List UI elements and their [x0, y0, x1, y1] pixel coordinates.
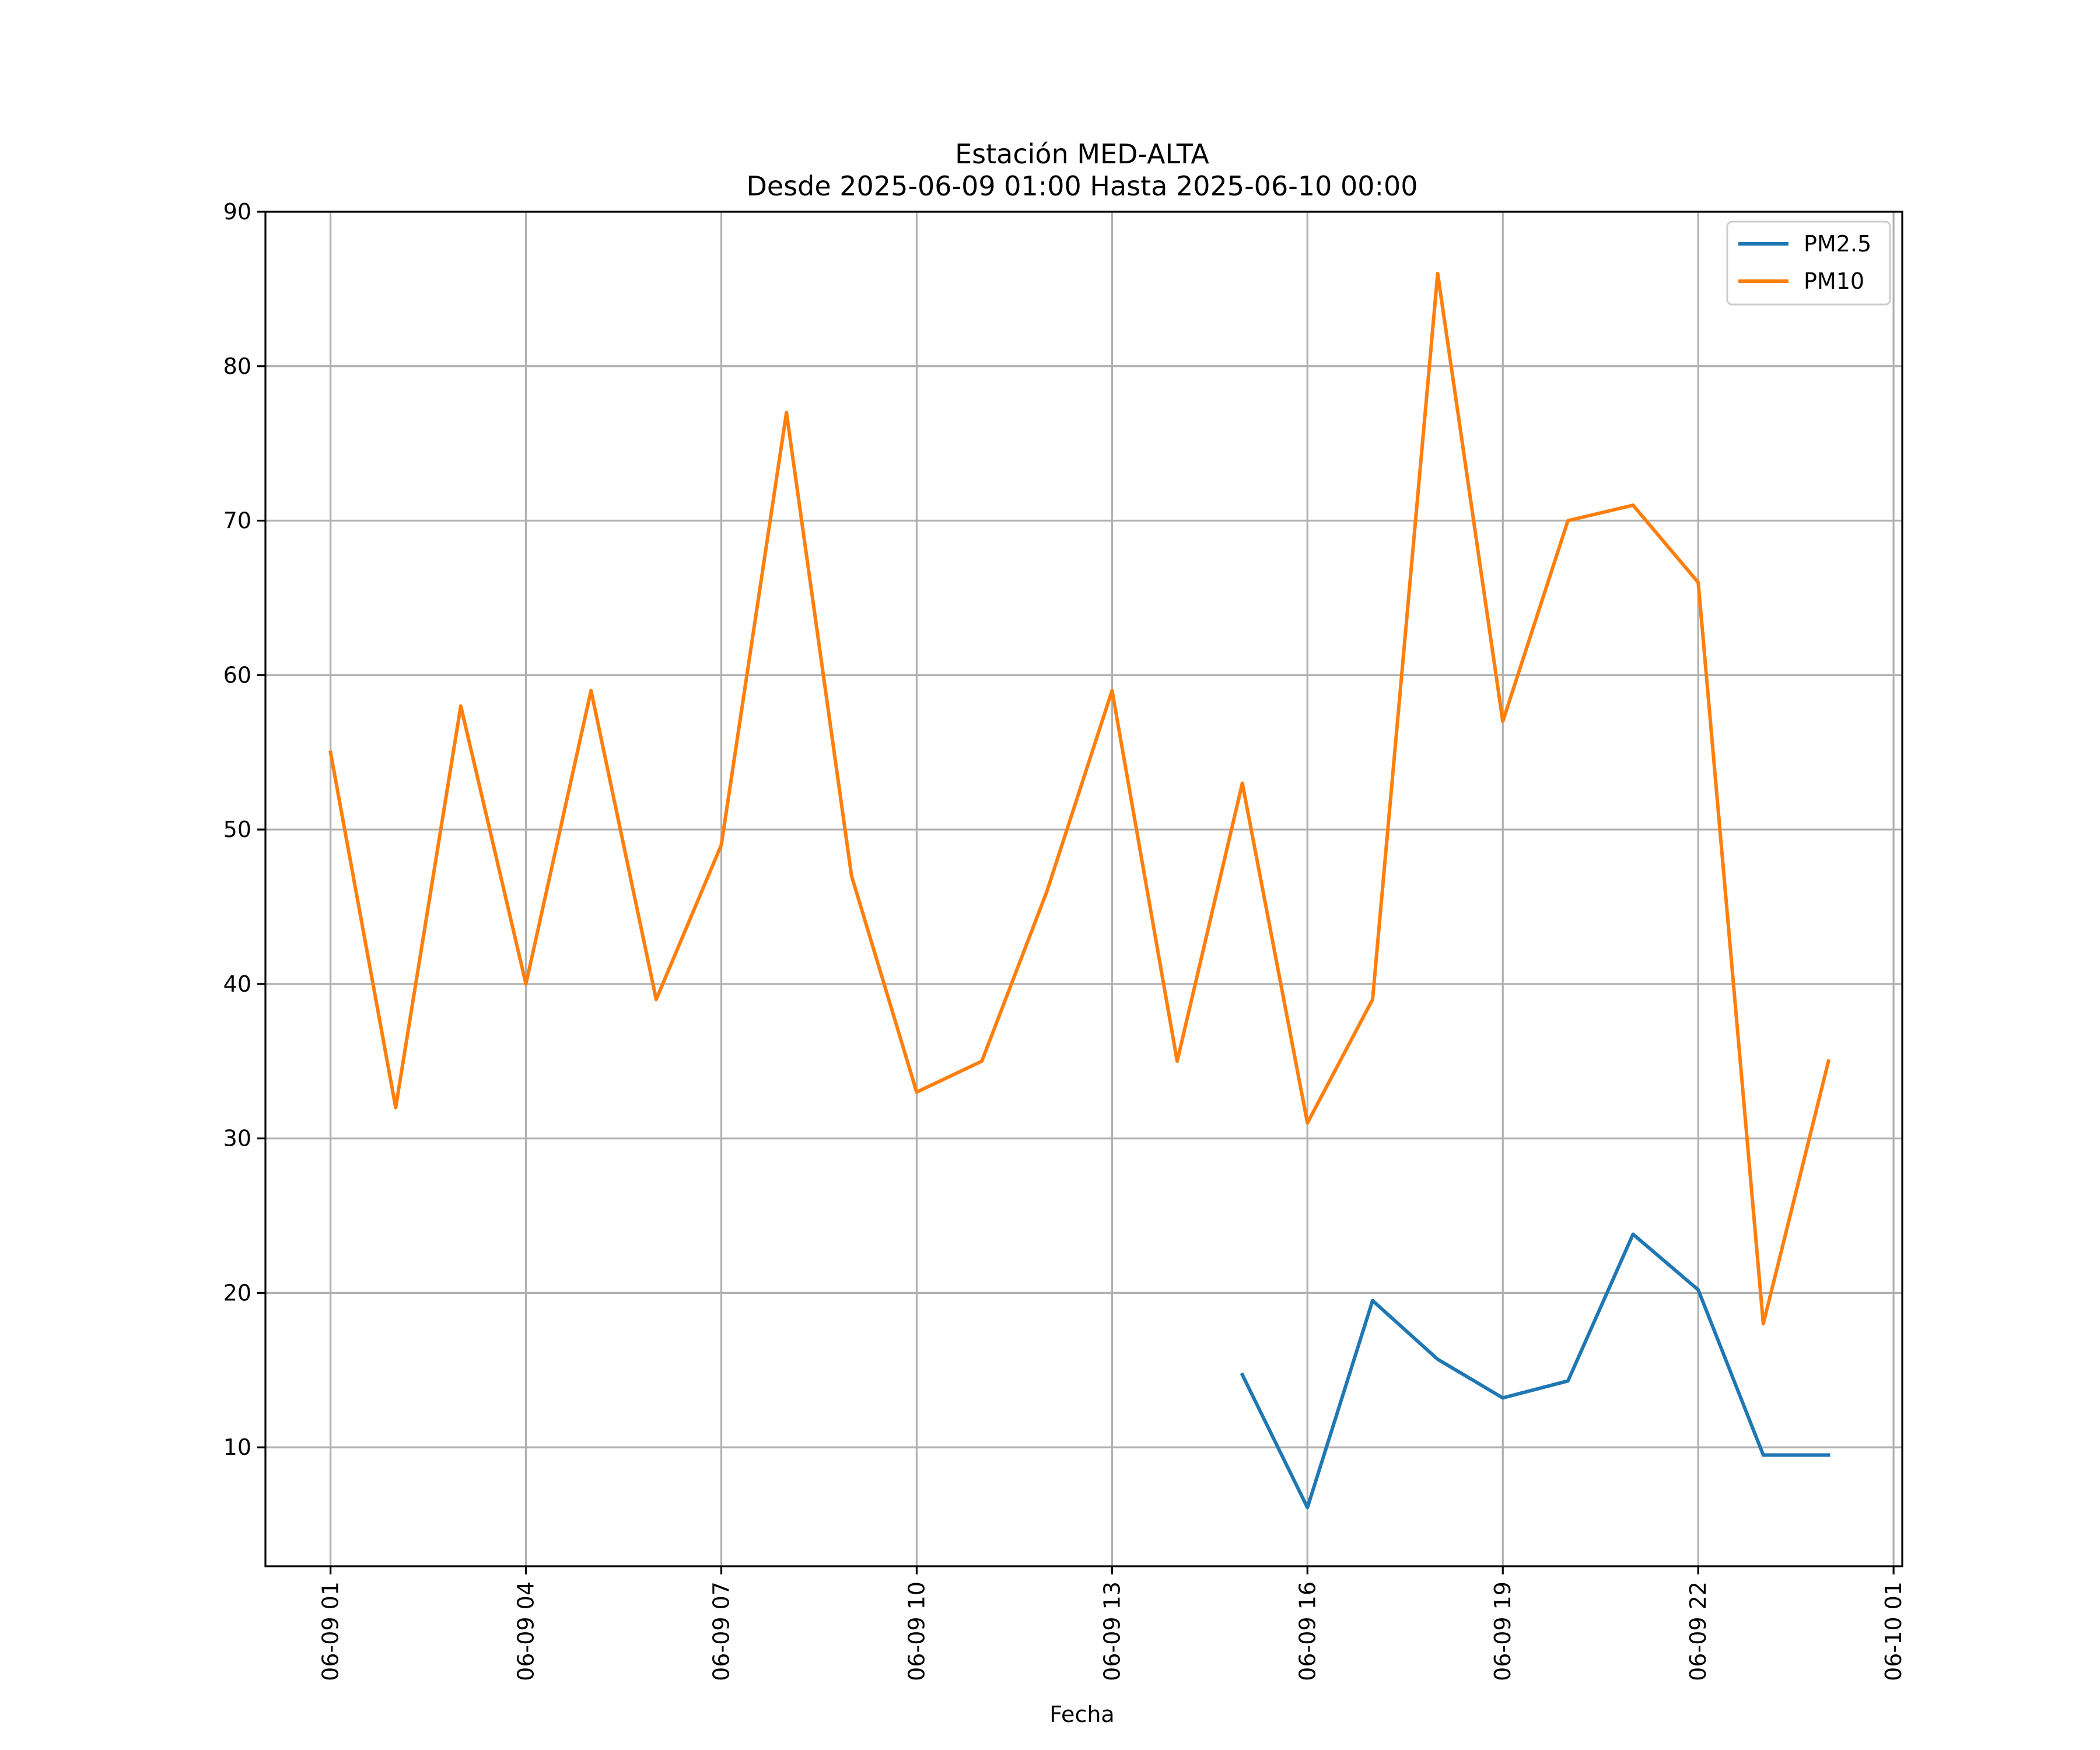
x-tick-label: 06-09 19: [1490, 1581, 1516, 1681]
series-line-pm25: [1240, 1232, 1831, 1510]
x-tick-label: 06-09 10: [904, 1581, 929, 1681]
ticks: [257, 211, 1895, 1574]
y-tick-label: 60: [223, 662, 251, 688]
chart-subtitle: Desde 2025-06-09 01:00 Hasta 2025-06-10 …: [746, 170, 1418, 202]
y-tick-label: 90: [223, 199, 251, 225]
plot-frame: [264, 211, 1903, 1567]
x-tick-label: 06-09 07: [709, 1581, 734, 1681]
chart-title: Estación MED-ALTA: [955, 138, 1209, 170]
y-tick-label: 70: [223, 508, 251, 534]
x-tick-label: 06-09 13: [1099, 1581, 1125, 1681]
x-tick-label: 06-09 16: [1294, 1581, 1320, 1681]
legend-label-pm25: PM2.5: [1804, 231, 1871, 257]
x-axis-label: Fecha: [1049, 1702, 1114, 1727]
tick-labels: 06-09 01 06-09 04 06-09 07 06-09 10 06-09 13…: [223, 199, 1906, 1681]
y-tick-label: 10: [223, 1434, 251, 1460]
y-tick-label: 80: [223, 354, 251, 379]
series-lines: [328, 271, 1831, 1510]
y-tick-label: 20: [223, 1280, 251, 1306]
x-tick-label: 06-09 04: [513, 1581, 539, 1681]
series-line-pm10: [328, 271, 1831, 1326]
legend: PM2.5 PM10: [1726, 220, 1891, 306]
legend-label-pm10: PM10: [1804, 268, 1864, 294]
x-tick-label: 06-10 01: [1881, 1581, 1906, 1681]
grid-lines: [265, 211, 1902, 1566]
y-tick-label: 50: [223, 817, 251, 842]
x-tick-label: 06-09 22: [1685, 1581, 1711, 1681]
x-tick-label: 06-09 01: [318, 1581, 344, 1681]
y-tick-label: 30: [223, 1126, 251, 1152]
y-tick-label: 40: [223, 971, 251, 997]
